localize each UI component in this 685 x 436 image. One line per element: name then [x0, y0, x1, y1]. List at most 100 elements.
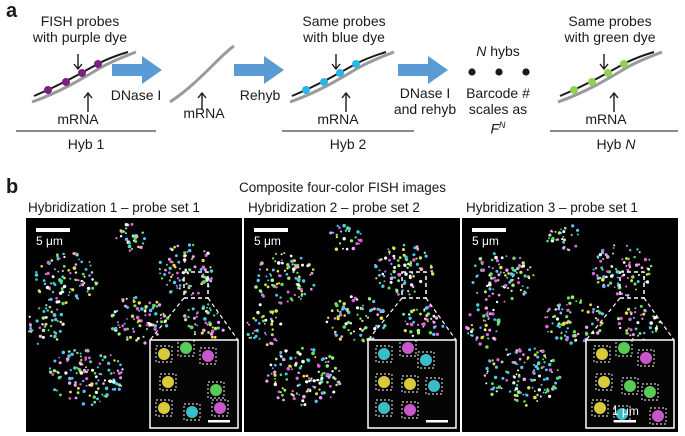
fluorescent-spot [184, 254, 187, 257]
fluorescent-spot [202, 273, 205, 276]
fluorescent-spot [521, 264, 526, 268]
fish-image-render [464, 224, 675, 429]
fluorescent-spot [290, 393, 293, 396]
fluorescent-spot [38, 326, 42, 329]
fluorescent-spot [605, 255, 610, 259]
fluorescent-spot [409, 330, 413, 334]
barcode-formula: FN [490, 120, 506, 137]
fluorescent-spot [286, 290, 290, 294]
fluorescent-spot [406, 322, 409, 326]
fluorescent-spot [271, 328, 274, 331]
fluorescent-spot [430, 269, 434, 273]
fluorescent-spot [605, 275, 608, 279]
fluorescent-spot [119, 229, 123, 232]
fluorescent-spot [271, 312, 274, 315]
arrow3-icon [398, 56, 448, 84]
fluorescent-spot [562, 240, 565, 244]
fluorescent-spot [126, 336, 129, 339]
fluorescent-spot [545, 377, 549, 381]
fluorescent-spot [491, 359, 494, 362]
fluorescent-spot [83, 275, 86, 278]
fluorescent-spot [320, 358, 324, 362]
fluorescent-spot [489, 388, 492, 391]
fluorescent-spot [274, 309, 278, 313]
fluorescent-spot [403, 281, 407, 285]
fluorescent-spot [301, 399, 305, 403]
fluorescent-spot [383, 275, 386, 278]
fluorescent-spot [138, 324, 142, 328]
fluorescent-spot [596, 305, 599, 309]
fluorescent-spot [290, 259, 294, 263]
fluorescent-spot [275, 293, 278, 297]
fluorescent-spot [509, 352, 512, 355]
fluorescent-spot [533, 353, 537, 357]
fluorescent-spot [70, 352, 74, 356]
fluorescent-spot [311, 268, 315, 271]
fluorescent-spot [359, 333, 363, 337]
fluorescent-spot [133, 318, 136, 321]
fluorescent-spot [333, 317, 337, 320]
fluorescent-spot [258, 337, 261, 340]
fluorescent-spot [404, 255, 408, 259]
fluorescent-spot [121, 368, 124, 371]
zoom-guide-line [585, 297, 621, 341]
fluorescent-spot [153, 324, 158, 328]
fluorescent-spot [178, 287, 181, 290]
fluorescent-spot [356, 313, 359, 316]
fluorescent-spot [297, 266, 300, 269]
fluorescent-spot [484, 320, 487, 322]
fluorescent-spot [254, 319, 258, 322]
fluorescent-spot [526, 268, 529, 271]
fluorescent-spot [177, 260, 181, 264]
fluorescent-spot [69, 277, 72, 280]
image3-scale-label: 5 μm [472, 234, 499, 248]
fluorescent-spot [392, 246, 396, 250]
fluorescent-spot [313, 385, 317, 389]
fluorescent-spot [597, 309, 600, 313]
fluorescent-spot [424, 254, 428, 258]
fluorescent-spot [561, 238, 564, 241]
fluorescent-spot [295, 376, 299, 380]
fluorescent-spot [393, 266, 397, 269]
fluorescent-spot [372, 299, 376, 304]
fluorescent-spot [251, 332, 254, 335]
fluorescent-spot [486, 284, 489, 288]
fluorescent-spot [625, 329, 629, 332]
fluorescent-spot [318, 388, 321, 391]
fluorescent-spot [123, 322, 126, 325]
fluorescent-spot [392, 254, 396, 258]
fluorescent-spot [159, 317, 162, 320]
fluorescent-spot [97, 387, 100, 390]
fluorescent-spot [85, 384, 88, 387]
fluorescent-spot [81, 402, 86, 406]
fluorescent-spot [200, 331, 204, 335]
stage1-baseline [16, 130, 156, 132]
fluorescent-spot [94, 375, 98, 379]
stageN-text-line2: with green dye [564, 29, 656, 45]
fluorescent-spot [119, 235, 123, 238]
fluorescent-spot [380, 258, 383, 261]
fluorescent-spot [384, 256, 388, 260]
inset-spot [402, 342, 414, 354]
fluorescent-spot [289, 254, 293, 258]
fluorescent-spot [489, 272, 493, 276]
fluorescent-spot [162, 314, 167, 318]
fluorescent-spot [630, 311, 633, 314]
fluorescent-spot [531, 386, 534, 389]
fluorescent-spot [55, 296, 58, 300]
fluorescent-spot [548, 394, 552, 398]
fluorescent-spot [297, 280, 301, 283]
fluorescent-spot [325, 320, 329, 324]
fluorescent-spot [415, 257, 418, 260]
fluorescent-spot [503, 300, 506, 303]
fluorescent-spot [544, 391, 547, 394]
fluorescent-spot [70, 376, 74, 380]
fluorescent-spot [654, 329, 658, 333]
fluorescent-spot [104, 386, 109, 391]
fluorescent-spot [617, 322, 621, 326]
fluorescent-spot [286, 366, 291, 371]
fluorescent-spot [80, 283, 82, 285]
fluorescent-spot [301, 263, 304, 267]
fluorescent-spot [338, 369, 341, 372]
inset-spot [616, 408, 628, 420]
